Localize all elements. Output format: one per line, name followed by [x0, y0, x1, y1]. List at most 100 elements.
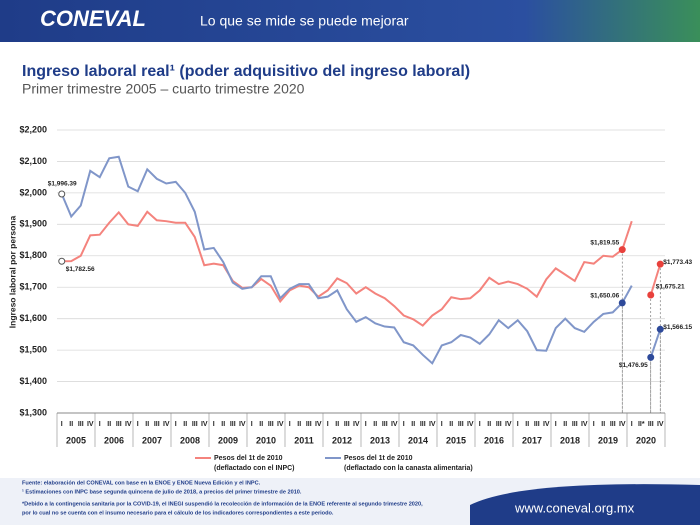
y-tick-label: $1,600 [19, 313, 47, 323]
point-marker [58, 257, 66, 265]
x-tick-label: III [610, 421, 616, 428]
value-label: $1,566.15 [663, 324, 692, 331]
chart-subtitle: Primer trimestre 2005 – cuarto trimestre… [22, 81, 305, 97]
x-tick-label: IV [315, 421, 322, 428]
x-group-label: 2015 [446, 435, 466, 445]
y-tick-label: $1,500 [19, 344, 47, 354]
x-tick-label: IV [353, 421, 360, 428]
x-tick-label: IV [543, 421, 550, 428]
x-group-label: 2018 [560, 435, 580, 445]
y-tick-label: $1,800 [19, 250, 47, 260]
x-group-label: 2009 [218, 435, 238, 445]
x-group-label: 2020 [636, 435, 656, 445]
point-marker [656, 325, 664, 333]
x-tick-label: II [449, 421, 453, 428]
x-tick-label: III [78, 421, 84, 428]
x-tick-label: II [259, 421, 263, 428]
x-tick-label: II [563, 421, 567, 428]
x-group-label: 2010 [256, 435, 276, 445]
website: www.coneval.org.mx [514, 500, 635, 515]
value-label: $1,782.56 [66, 266, 95, 273]
value-label: $1,675.21 [656, 284, 685, 291]
x-tick-label: II [487, 421, 491, 428]
footnote: por lo cual no se cuenta con el insumo n… [22, 510, 334, 516]
point-marker [647, 291, 655, 299]
x-tick-label: II [69, 421, 73, 428]
x-tick-label: I [441, 421, 443, 428]
y-tick-label: $2,100 [19, 156, 47, 166]
x-tick-label: IV [239, 421, 246, 428]
y-tick-label: $2,200 [19, 124, 47, 134]
x-tick-label: IV [581, 421, 588, 428]
point-marker [618, 299, 626, 307]
x-tick-label: IV [467, 421, 474, 428]
value-label: $1,476.95 [619, 362, 648, 369]
x-group-label: 2011 [294, 435, 314, 445]
x-tick-label: III [192, 421, 198, 428]
x-tick-label: III [116, 421, 122, 428]
x-tick-label: III [534, 421, 540, 428]
x-group-label: 2017 [522, 435, 542, 445]
x-tick-label: I [99, 421, 101, 428]
x-tick-label: III [458, 421, 464, 428]
x-tick-label: II [221, 421, 225, 428]
x-group-label: 2016 [484, 435, 504, 445]
y-tick-label: $1,700 [19, 282, 47, 292]
y-tick-label: $1,900 [19, 219, 47, 229]
x-tick-label: IV [125, 421, 132, 428]
x-tick-label: I [213, 421, 215, 428]
x-tick-label: I [251, 421, 253, 428]
x-tick-label: II [411, 421, 415, 428]
x-tick-label: II* [638, 421, 645, 428]
x-tick-label: IV [391, 421, 398, 428]
footer-wave [470, 484, 700, 525]
value-label: $1,650.06 [590, 293, 619, 300]
x-tick-label: II [297, 421, 301, 428]
x-tick-label: I [327, 421, 329, 428]
y-axis-label: Ingreso laboral por persona [7, 216, 17, 329]
x-tick-label: I [631, 421, 633, 428]
x-tick-label: IV [201, 421, 208, 428]
x-group-label: 2007 [142, 435, 162, 445]
legend-label: Pesos del 1t de 2010 [214, 455, 283, 462]
y-tick-label: $2,000 [19, 187, 47, 197]
x-tick-label: IV [87, 421, 94, 428]
x-tick-label: I [555, 421, 557, 428]
tagline: Lo que se mide se puede mejorar [200, 13, 409, 29]
x-tick-label: III [572, 421, 578, 428]
header-band [0, 0, 700, 42]
x-tick-label: IV [429, 421, 436, 428]
x-tick-label: III [382, 421, 388, 428]
x-tick-label: IV [657, 421, 664, 428]
legend-note: (deflactado con la canasta alimentaria) [344, 465, 473, 472]
x-tick-label: I [175, 421, 177, 428]
x-tick-label: II [183, 421, 187, 428]
chart-title: Ingreso laboral real¹ (poder adquisitivo… [22, 63, 470, 80]
x-tick-label: II [373, 421, 377, 428]
x-tick-label: IV [505, 421, 512, 428]
x-tick-label: II [107, 421, 111, 428]
y-tick-label: $1,300 [19, 407, 47, 417]
x-group-label: 2008 [180, 435, 200, 445]
legend-label: Pesos del 1t de 2010 [344, 455, 413, 462]
x-tick-label: III [648, 421, 654, 428]
value-label: $1,773.43 [663, 259, 692, 266]
x-tick-label: I [365, 421, 367, 428]
x-tick-label: I [517, 421, 519, 428]
point-marker [618, 246, 626, 254]
x-tick-label: III [344, 421, 350, 428]
x-tick-label: III [230, 421, 236, 428]
x-tick-label: III [306, 421, 312, 428]
footnote: ¹ Estimaciones con INPC base segunda qui… [22, 488, 302, 495]
value-label: $1,819.55 [590, 239, 619, 246]
x-tick-label: I [403, 421, 405, 428]
point-marker [647, 353, 655, 361]
x-group-label: 2013 [370, 435, 390, 445]
x-tick-label: III [268, 421, 274, 428]
series-line [61, 210, 662, 327]
x-group-label: 2005 [66, 435, 86, 445]
footnote: *Debido a la contingencia sanitaria por … [22, 501, 423, 507]
logo: CONEVAL [40, 6, 146, 31]
x-group-label: 2019 [598, 435, 618, 445]
x-tick-label: I [289, 421, 291, 428]
